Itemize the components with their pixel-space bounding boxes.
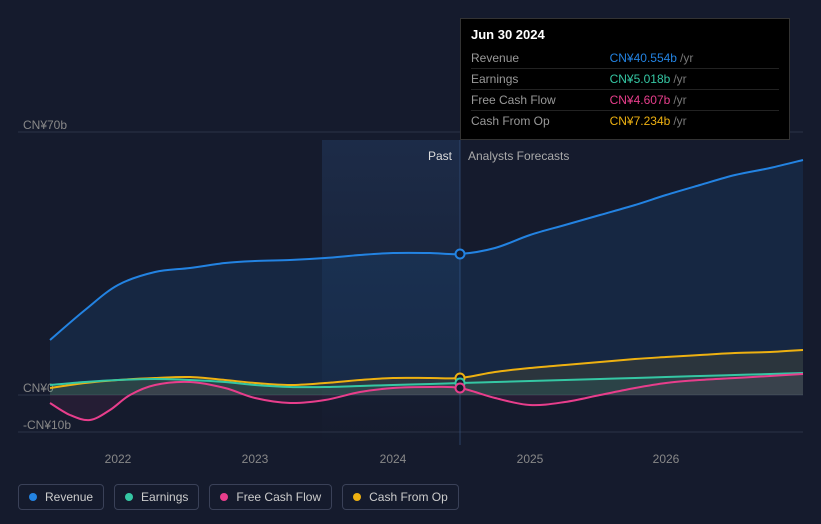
y-axis-label: -CN¥10b: [23, 418, 71, 432]
legend-label: Cash From Op: [369, 490, 448, 504]
x-axis-label: 2022: [105, 452, 132, 466]
y-axis-label: CN¥70b: [23, 118, 67, 132]
legend-item-cash_from_op[interactable]: Cash From Op: [342, 484, 459, 510]
legend-label: Earnings: [141, 490, 188, 504]
hover-marker-revenue: [456, 250, 465, 259]
legend-item-fcf[interactable]: Free Cash Flow: [209, 484, 332, 510]
tooltip-row-label: Cash From Op: [471, 111, 610, 132]
hover-marker-fcf: [456, 384, 465, 393]
tooltip-row-value: CN¥40.554b/yr: [610, 48, 779, 69]
legend-dot-icon: [125, 493, 133, 501]
tooltip-row: RevenueCN¥40.554b/yr: [471, 48, 779, 69]
chart-legend: Revenue Earnings Free Cash Flow Cash From O…: [18, 484, 459, 510]
legend-label: Revenue: [45, 490, 93, 504]
tooltip-row: Cash From OpCN¥7.234b/yr: [471, 111, 779, 132]
tooltip-row-label: Earnings: [471, 69, 610, 90]
x-axis-label: 2023: [242, 452, 269, 466]
tooltip-row: Free Cash FlowCN¥4.607b/yr: [471, 90, 779, 111]
legend-item-earnings[interactable]: Earnings: [114, 484, 199, 510]
tooltip-row-value: CN¥5.018b/yr: [610, 69, 779, 90]
legend-item-revenue[interactable]: Revenue: [18, 484, 104, 510]
chart-tooltip: Jun 30 2024 RevenueCN¥40.554b/yrEarnings…: [460, 18, 790, 140]
past-label: Past: [428, 149, 453, 163]
tooltip-date: Jun 30 2024: [471, 27, 779, 42]
x-axis-label: 2025: [517, 452, 544, 466]
legend-dot-icon: [29, 493, 37, 501]
tooltip-row-value: CN¥7.234b/yr: [610, 111, 779, 132]
legend-dot-icon: [220, 493, 228, 501]
tooltip-row-value: CN¥4.607b/yr: [610, 90, 779, 111]
legend-label: Free Cash Flow: [236, 490, 321, 504]
legend-dot-icon: [353, 493, 361, 501]
tooltip-row-label: Free Cash Flow: [471, 90, 610, 111]
x-axis-label: 2026: [653, 452, 680, 466]
tooltip-row: EarningsCN¥5.018b/yr: [471, 69, 779, 90]
tooltip-table: RevenueCN¥40.554b/yrEarningsCN¥5.018b/yr…: [471, 48, 779, 131]
y-axis-label: CN¥0: [23, 381, 54, 395]
tooltip-row-label: Revenue: [471, 48, 610, 69]
forecast-label: Analysts Forecasts: [468, 149, 569, 163]
x-axis-label: 2024: [380, 452, 407, 466]
financial-forecast-chart: { "chart": { "type": "line-area", "width…: [0, 0, 821, 524]
